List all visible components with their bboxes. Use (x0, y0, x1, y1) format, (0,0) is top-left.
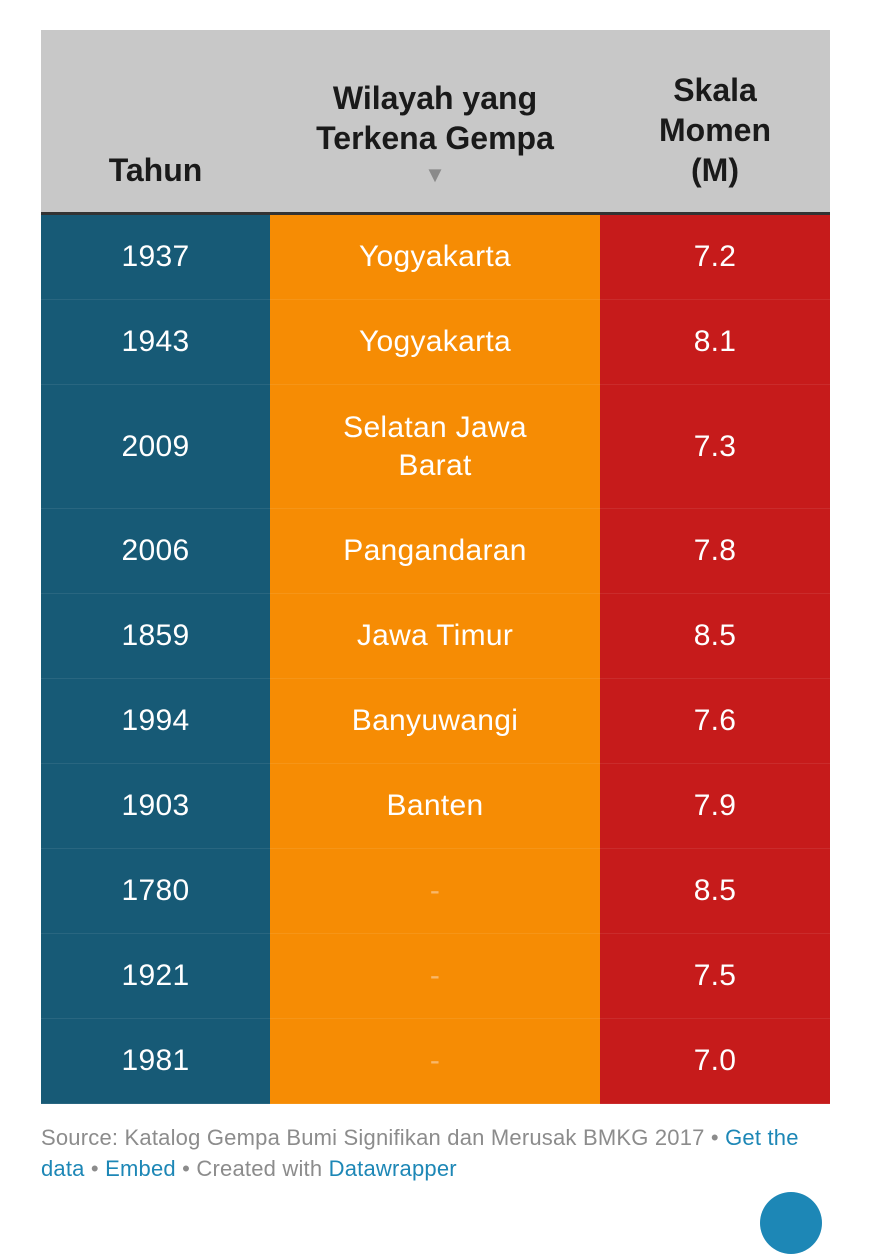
header-magnitude-label-line3: (M) (691, 152, 739, 188)
cell-magnitude: 7.8 (600, 508, 830, 594)
table-header-row: Tahun Wilayah yang Terkena Gempa ▼ Skala… (41, 30, 830, 215)
floating-action-badge[interactable] (760, 1192, 822, 1254)
header-region[interactable]: Wilayah yang Terkena Gempa ▼ (270, 30, 600, 215)
cell-year: 1943 (41, 299, 270, 385)
cell-region: Pangandaran (270, 508, 600, 594)
chart-footer: Source: Katalog Gempa Bumi Signifikan da… (41, 1122, 841, 1184)
cell-year: 1921 (41, 933, 270, 1019)
cell-region: - (270, 848, 600, 934)
cell-magnitude: 8.1 (600, 299, 830, 385)
cell-year: 1981 (41, 1018, 270, 1104)
cell-magnitude: 8.5 (600, 593, 830, 679)
cell-region: Selatan Jawa Barat (270, 384, 600, 509)
cell-region-line2: Barat (398, 448, 472, 482)
earthquake-table: Tahun Wilayah yang Terkena Gempa ▼ Skala… (41, 30, 830, 1104)
cell-region: - (270, 1018, 600, 1104)
footer-separator: • (704, 1125, 726, 1150)
source-text: Source: Katalog Gempa Bumi Signifikan da… (41, 1125, 705, 1150)
cell-year: 1937 (41, 213, 270, 300)
cell-year: 1859 (41, 593, 270, 679)
created-with-text: • Created with (175, 1156, 329, 1181)
cell-year: 2006 (41, 508, 270, 594)
cell-region: Banten (270, 763, 600, 849)
cell-year: 2009 (41, 384, 270, 509)
cell-region: Yogyakarta (270, 213, 600, 300)
cell-magnitude: 7.6 (600, 678, 830, 764)
datawrapper-link[interactable]: Datawrapper (328, 1156, 457, 1181)
cell-region: Jawa Timur (270, 593, 600, 679)
header-region-label-line1: Wilayah yang (332, 80, 538, 116)
table-row: 1859 Jawa Timur 8.5 (41, 593, 830, 679)
table-row: 1937 Yogyakarta 7.2 (41, 213, 830, 300)
header-region-label-line2: Terkena Gempa (316, 120, 554, 156)
table-row: 2009 Selatan Jawa Barat 7.3 (41, 384, 830, 509)
footer-separator: • (84, 1156, 106, 1181)
cell-year: 1903 (41, 763, 270, 849)
cell-region-line1: Selatan Jawa (343, 410, 527, 444)
earthquake-table-container: Tahun Wilayah yang Terkena Gempa ▼ Skala… (41, 30, 830, 1104)
cell-magnitude: 7.3 (600, 384, 830, 509)
table-row: 1921 - 7.5 (41, 933, 830, 1019)
cell-year: 1780 (41, 848, 270, 934)
sort-desc-icon[interactable]: ▼ (424, 162, 446, 187)
header-magnitude-label-line1: Skala (673, 72, 757, 108)
cell-magnitude: 7.9 (600, 763, 830, 849)
table-row: 1981 - 7.0 (41, 1018, 830, 1104)
cell-magnitude: 7.0 (600, 1018, 830, 1104)
table-row: 1780 - 8.5 (41, 848, 830, 934)
table-row: 1903 Banten 7.9 (41, 763, 830, 849)
cell-region: - (270, 933, 600, 1019)
cell-region: Yogyakarta (270, 299, 600, 385)
cell-magnitude: 8.5 (600, 848, 830, 934)
table-row: 2006 Pangandaran 7.8 (41, 508, 830, 594)
header-magnitude-label-line2: Momen (659, 112, 771, 148)
cell-region: Banyuwangi (270, 678, 600, 764)
cell-year: 1994 (41, 678, 270, 764)
get-data-link[interactable]: Get the data (41, 1125, 799, 1181)
cell-magnitude: 7.5 (600, 933, 830, 1019)
cell-magnitude: 7.2 (600, 213, 830, 300)
table-row: 1943 Yogyakarta 8.1 (41, 299, 830, 385)
header-year-label: Tahun (108, 152, 203, 188)
embed-link[interactable]: Embed (105, 1156, 176, 1181)
table-row: 1994 Banyuwangi 7.6 (41, 678, 830, 764)
header-year[interactable]: Tahun (41, 30, 270, 215)
header-magnitude[interactable]: Skala Momen (M) (600, 30, 830, 215)
